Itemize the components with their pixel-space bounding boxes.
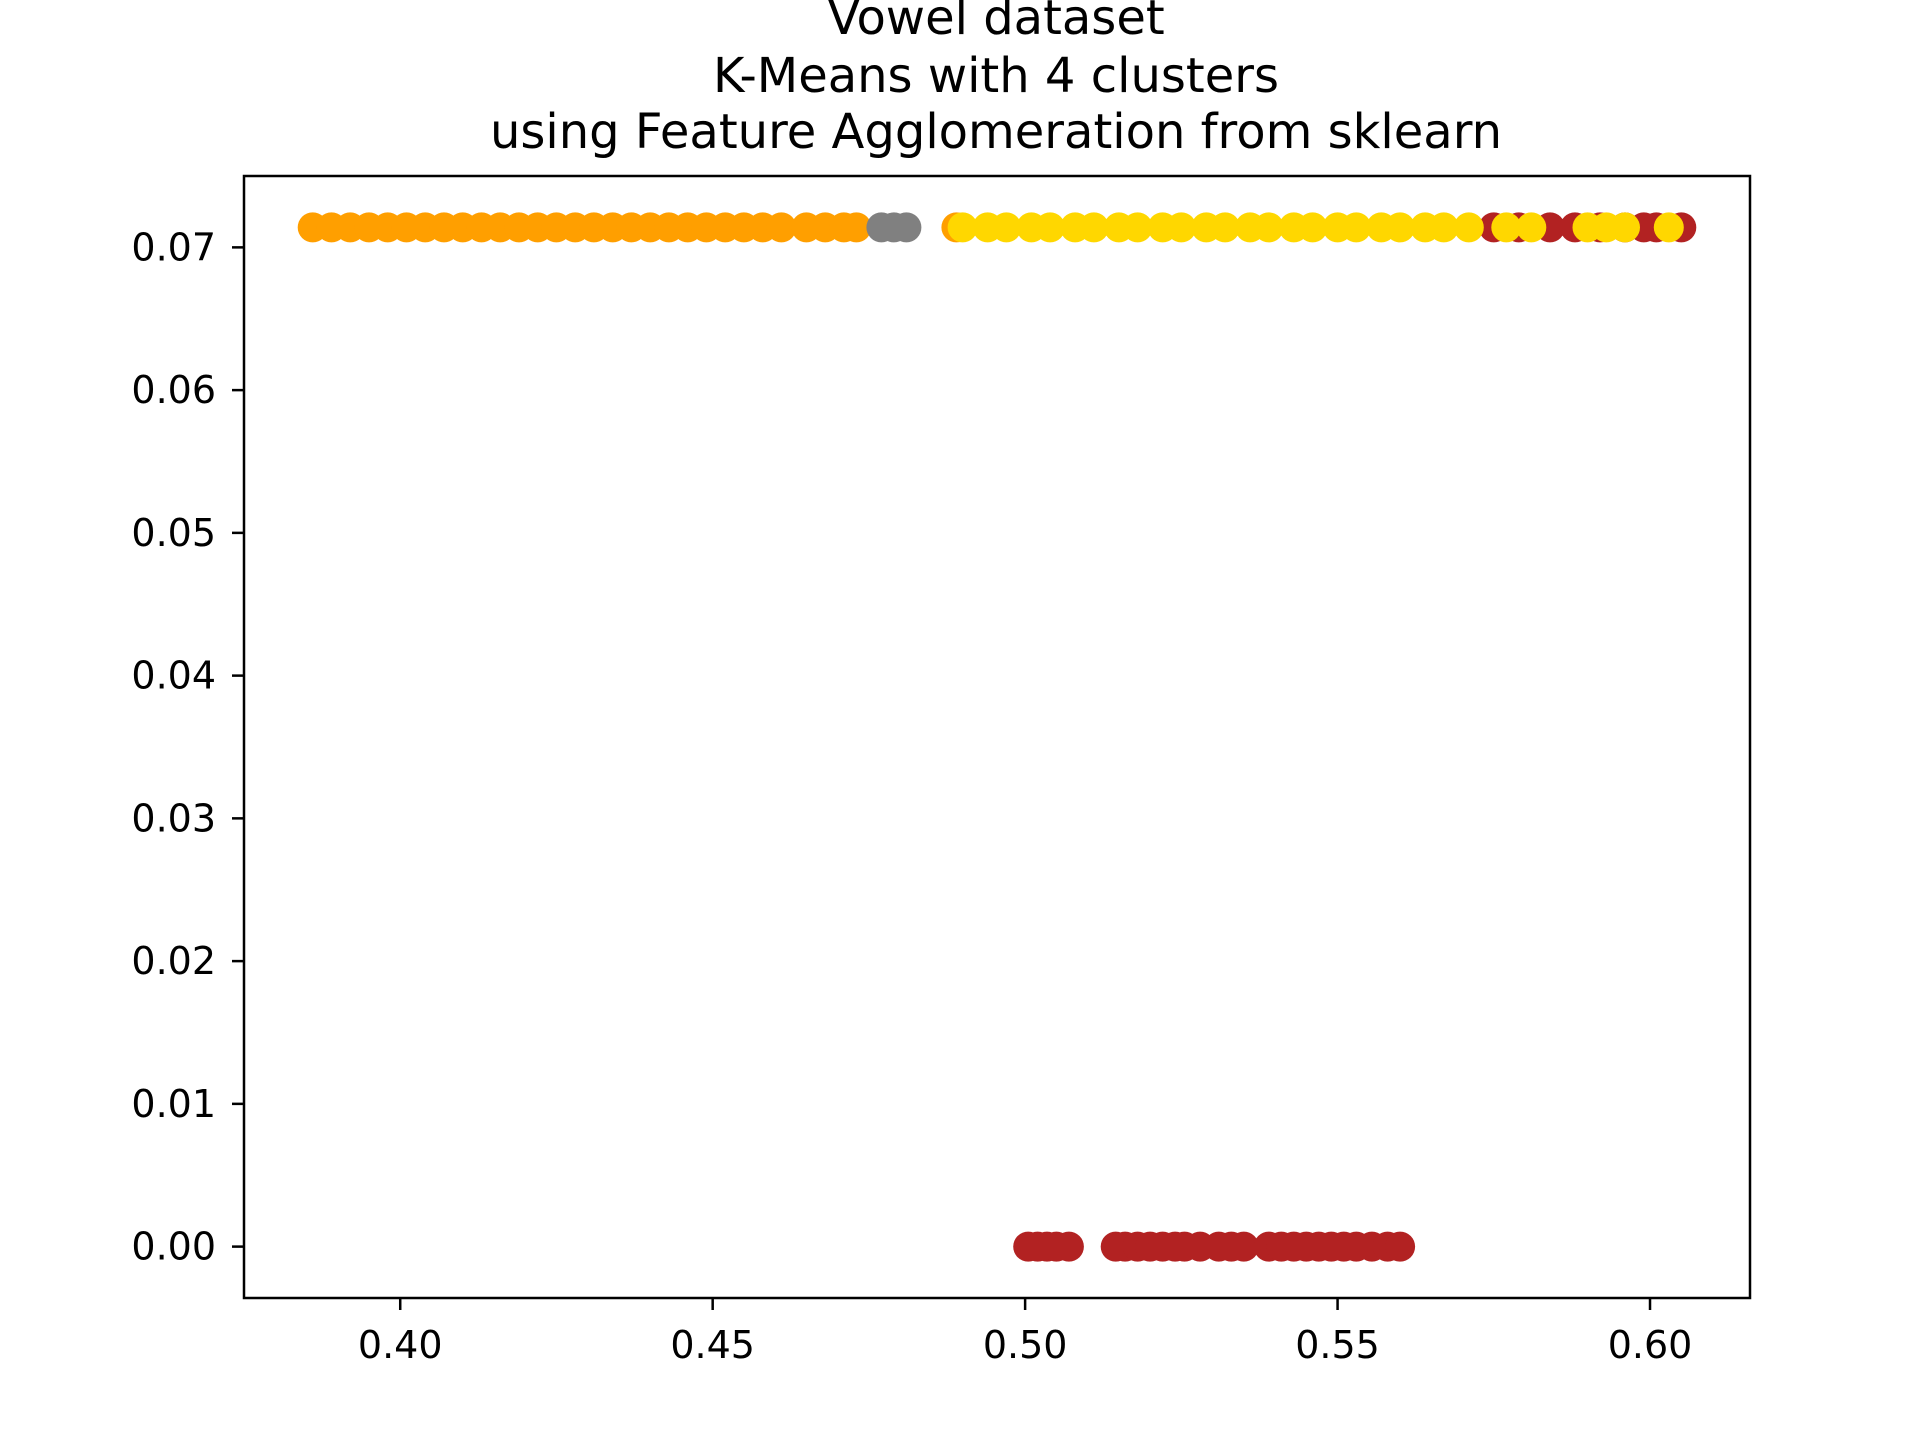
data-point — [1210, 212, 1241, 243]
x-axis: 0.40 0.45 0.50 0.55 0.60 — [358, 1298, 1692, 1367]
title-line-3: using Feature Agglomeration from sklearn — [490, 104, 1502, 160]
data-point — [1166, 212, 1197, 243]
x-tick-label: 0.50 — [983, 1323, 1068, 1367]
data-point — [1035, 212, 1066, 243]
data-point — [1610, 212, 1640, 243]
plot-frame — [242, 174, 1752, 1300]
data-point — [1122, 212, 1153, 243]
data-point — [1428, 212, 1459, 243]
data-point — [1453, 212, 1484, 243]
data-point — [1053, 1231, 1084, 1262]
x-tick-label: 0.55 — [1295, 1323, 1380, 1367]
data-point — [1653, 212, 1684, 243]
chart-title: Vowel dataset K-Means with 4 clusters us… — [490, 0, 1502, 160]
y-axis: 0.00 0.01 0.02 0.03 0.04 0.05 0.06 0.07 — [131, 225, 244, 1269]
data-point — [991, 212, 1022, 243]
title-line-2: K-Means with 4 clusters — [713, 48, 1279, 104]
data-points — [297, 212, 1697, 1262]
data-point — [1516, 212, 1547, 243]
data-point — [1297, 212, 1328, 243]
x-tick-label: 0.40 — [358, 1323, 443, 1367]
data-point — [1228, 1231, 1259, 1262]
y-tick-label: 0.03 — [131, 796, 216, 840]
x-tick-label: 0.45 — [670, 1323, 755, 1367]
data-point — [1491, 212, 1522, 243]
data-point — [947, 212, 978, 243]
data-point — [1253, 212, 1284, 243]
y-tick-label: 0.06 — [131, 368, 216, 412]
data-point — [841, 212, 872, 243]
y-tick-label: 0.05 — [131, 511, 216, 555]
y-tick-label: 0.01 — [131, 1082, 216, 1126]
title-line-1: Vowel dataset — [827, 0, 1164, 46]
x-tick-label: 0.60 — [1608, 1323, 1693, 1367]
data-point — [1341, 212, 1372, 243]
y-tick-label: 0.00 — [131, 1225, 216, 1269]
y-tick-label: 0.07 — [131, 225, 216, 269]
data-point — [766, 212, 797, 243]
data-point — [1385, 212, 1416, 243]
y-tick-label: 0.02 — [131, 939, 216, 983]
data-point — [891, 212, 922, 243]
data-point — [1078, 212, 1109, 243]
y-tick-label: 0.04 — [131, 654, 216, 698]
data-point — [1385, 1231, 1416, 1262]
